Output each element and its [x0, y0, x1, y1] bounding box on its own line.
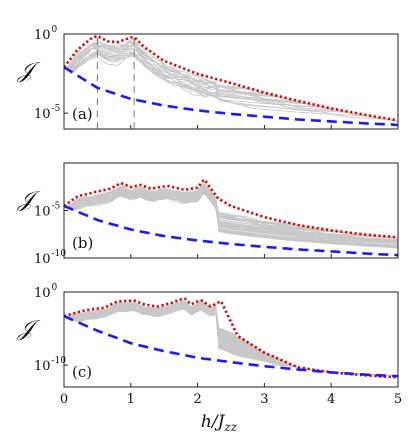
- y-tick-label: 10-5: [34, 104, 61, 122]
- x-axis-label-subscript: zz: [223, 420, 237, 434]
- y-tick-label: 10-5: [34, 202, 61, 220]
- axes-frame: [63, 33, 399, 130]
- panel-1: 10-510-10𝒥(b): [17, 162, 399, 267]
- plot-area: [64, 177, 398, 257]
- panel-label: (a): [72, 105, 93, 123]
- ensemble-curve: [64, 192, 398, 244]
- y-tick-exponent: 0: [52, 283, 58, 293]
- upper-envelope-line: [64, 297, 398, 379]
- y-tick-label: 100: [34, 25, 58, 43]
- x-axis-label: h/Jzz: [201, 412, 238, 434]
- y-tick-label: 100: [34, 283, 58, 301]
- y-axis-label: 𝒥: [17, 59, 41, 84]
- axes-frame: [63, 291, 399, 388]
- ensemble-curve: [64, 52, 398, 122]
- ensemble-curve: [64, 184, 398, 246]
- panel-2: 0 1 2 3 4 5 100 10-10 𝒥 (c) h/Jzz: [17, 283, 402, 434]
- x-tick-label: 0: [60, 392, 68, 407]
- plot-area: [64, 297, 398, 379]
- y-tick-exponent: -10: [52, 249, 67, 259]
- y-tick-exponent: 0: [52, 25, 58, 35]
- y-tick-exponent: -5: [52, 104, 61, 114]
- x-tick-label: 5: [394, 392, 402, 407]
- x-tick-label: 2: [193, 392, 201, 407]
- x-tick-label: 4: [327, 392, 335, 407]
- y-axis-label: 𝒥: [17, 317, 41, 342]
- ensemble-curve: [64, 187, 398, 242]
- plot-area: [64, 34, 398, 129]
- x-tick-label: 3: [260, 392, 268, 407]
- y-tick-label: 10-10: [34, 356, 66, 374]
- panel-0: 100 10-5 𝒥 (a): [17, 25, 399, 130]
- upper-envelope-line: [64, 177, 398, 239]
- x-tick-label: 1: [127, 392, 135, 407]
- y-tick-exponent: -10: [52, 356, 67, 366]
- y-tick-exponent: -5: [52, 202, 61, 212]
- ensemble-curve: [64, 39, 398, 122]
- panel-label: (b): [72, 234, 93, 252]
- y-tick-label: 10-10: [34, 249, 66, 267]
- panel-label: (c): [72, 363, 92, 381]
